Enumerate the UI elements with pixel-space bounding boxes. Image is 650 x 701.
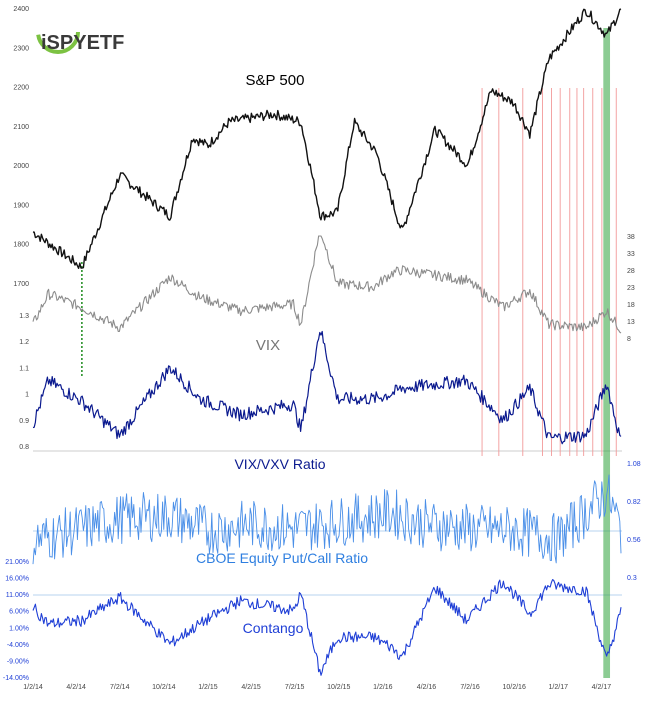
x-tick-6: 7/2/15 xyxy=(285,684,305,691)
logo-arc-icon xyxy=(36,10,80,54)
putcall-y-tick-1: 0.82 xyxy=(627,499,641,506)
x-tick-3: 10/2/14 xyxy=(152,684,175,691)
spx-y-tick-2: 2200 xyxy=(13,85,29,92)
contango-y-tick-4: 1.00% xyxy=(9,625,29,632)
contango-y-tick-7: -14.00% xyxy=(3,675,29,682)
contango-y-tick-3: 6.00% xyxy=(9,609,29,616)
ratio-y-tick-0: 1.3 xyxy=(19,313,29,320)
vix-y-tick-4: 18 xyxy=(627,302,635,309)
spx-series-line-0 xyxy=(32,8,622,269)
series-layer xyxy=(32,8,622,676)
vix-y-tick-5: 13 xyxy=(627,319,635,326)
x-tick-2: 7/2/14 xyxy=(110,684,130,691)
vix-title: VIX xyxy=(256,337,280,354)
spx-y-tick-3: 2100 xyxy=(13,124,29,131)
ratio-y-tick-1: 1.2 xyxy=(19,339,29,346)
contango-y-tick-5: -4.00% xyxy=(7,642,29,649)
contango-y-tick-6: -9.00% xyxy=(7,658,29,665)
vix-series-line-0 xyxy=(32,235,622,334)
x-tick-12: 1/2/17 xyxy=(549,684,569,691)
putcall-y-tick-3: 0.3 xyxy=(627,575,637,582)
x-tick-7: 10/2/15 xyxy=(327,684,350,691)
putcall-y-tick-0: 1.08 xyxy=(627,461,641,468)
annotation-layer xyxy=(81,28,617,678)
ratio-series-line-0 xyxy=(32,330,622,445)
highlight-band xyxy=(603,28,611,678)
contango-title: Contango xyxy=(243,620,304,636)
ratio-y-tick-2: 1.1 xyxy=(19,365,29,372)
putcall-series-line-0 xyxy=(32,474,622,565)
putcall-title: CBOE Equity Put/Call Ratio xyxy=(196,550,368,566)
spx-title: S&P 500 xyxy=(246,72,305,89)
contango-y-tick-1: 16.00% xyxy=(5,576,29,583)
x-tick-10: 7/2/16 xyxy=(460,684,480,691)
spx-y-tick-0: 2400 xyxy=(13,6,29,13)
spx-y-tick-4: 2000 xyxy=(13,163,29,170)
vix-y-tick-3: 23 xyxy=(627,285,635,292)
vix-y-tick-2: 28 xyxy=(627,268,635,275)
logo-text: iSPYETF xyxy=(41,32,124,54)
contango-series-line-0 xyxy=(32,579,622,676)
spx-y-tick-1: 2300 xyxy=(13,45,29,52)
vix-y-tick-1: 33 xyxy=(627,251,635,258)
x-tick-8: 1/2/16 xyxy=(373,684,393,691)
contango-y-tick-2: 11.00% xyxy=(6,592,29,599)
vix-y-tick-6: 8 xyxy=(627,336,631,343)
ratio-y-tick-4: 0.9 xyxy=(19,418,29,425)
x-tick-5: 4/2/15 xyxy=(241,684,261,691)
tick-layer: 2400 2300 2200 2100 2000 1900 1800 1700 38 33 28 23… xyxy=(3,6,641,691)
x-tick-13: 4/2/17 xyxy=(592,684,612,691)
x-tick-1: 4/2/14 xyxy=(66,684,86,691)
ratio-y-tick-3: 1 xyxy=(25,392,29,399)
ispyetf-logo: iSPYETF xyxy=(36,10,124,54)
ratio-title: VIX/VXV Ratio xyxy=(234,456,325,472)
contango-y-tick-0: 21.00% xyxy=(5,559,29,566)
putcall-y-tick-2: 0.56 xyxy=(627,537,641,544)
spx-y-tick-5: 1900 xyxy=(13,202,29,209)
ratio-y-tick-5: 0.8 xyxy=(19,444,29,451)
x-tick-9: 4/2/16 xyxy=(417,684,437,691)
x-tick-11: 10/2/16 xyxy=(502,684,525,691)
spx-y-tick-6: 1800 xyxy=(13,242,29,249)
x-tick-4: 1/2/15 xyxy=(198,684,218,691)
spx-y-tick-7: 1700 xyxy=(13,281,29,288)
x-tick-0: 1/2/14 xyxy=(23,684,43,691)
vix-y-tick-0: 38 xyxy=(627,234,635,241)
